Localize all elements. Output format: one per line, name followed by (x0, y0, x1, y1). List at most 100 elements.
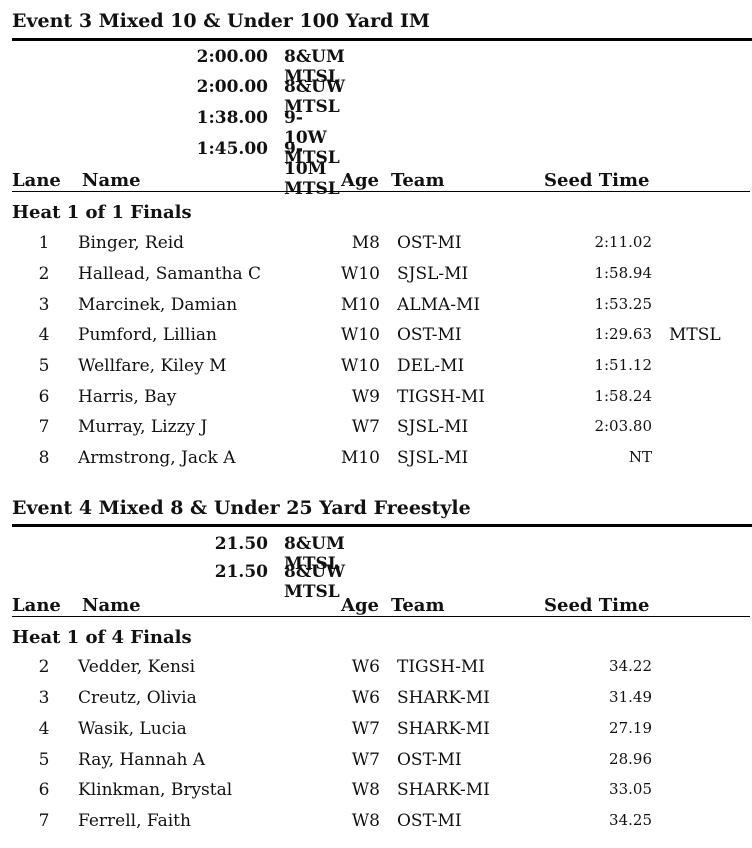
seed-time-cell: 1:53.25 (594, 295, 652, 313)
table-row: 7 Murray, Lizzy J W7 SJSL-MI 2:03.80 (0, 417, 752, 447)
name-cell: Klinkman, Brystal (78, 780, 233, 800)
table-row: 2 Vedder, Kensi W6 TIGSH-MI 34.22 (0, 657, 752, 687)
age-cell: W7 (351, 417, 380, 437)
age-cell: M10 (340, 295, 380, 315)
seed-time-cell: 1:58.94 (594, 264, 652, 282)
name-cell: Hallead, Samantha C (78, 264, 262, 284)
standard-time: 1:45.00 (196, 139, 268, 159)
column-header-age: Age (341, 595, 380, 616)
standard-label: 8&UM MTSL (284, 47, 345, 87)
name-cell: Wasik, Lucia (78, 719, 187, 739)
column-header-team: Team (391, 170, 445, 191)
name-cell: Murray, Lizzy J (78, 417, 208, 437)
team-cell: SHARK-MI (397, 780, 490, 800)
column-header-lane: Lane (12, 595, 61, 616)
event-title: Event 4 Mixed 8 & Under 25 Yard Freestyl… (12, 497, 471, 519)
event-title: Event 3 Mixed 10 & Under 100 Yard IM (12, 10, 430, 32)
team-cell: SJSL-MI (397, 264, 469, 284)
column-header-lane: Lane (12, 170, 61, 191)
lane-cell: 3 (38, 688, 50, 708)
age-cell: W6 (351, 657, 380, 677)
name-cell: Marcinek, Damian (78, 295, 238, 315)
name-cell: Wellfare, Kiley M (78, 356, 227, 376)
column-header-team: Team (391, 595, 445, 616)
standard-label: 9-10M MTSL (284, 139, 340, 199)
name-cell: Creutz, Olivia (78, 688, 197, 708)
seed-time-cell: 2:11.02 (594, 233, 652, 251)
column-header-seed-time: Seed Time (544, 170, 650, 191)
standard-label: 8&UW MTSL (284, 562, 346, 602)
seed-time-cell: 1:51.12 (594, 356, 652, 374)
column-header-age: Age (341, 170, 380, 191)
lane-cell: 3 (38, 295, 50, 315)
team-cell: DEL-MI (397, 356, 465, 376)
age-cell: W7 (351, 719, 380, 739)
event-divider (12, 524, 752, 527)
standard-cell: MTSL (669, 325, 721, 345)
age-cell: M10 (340, 448, 380, 468)
table-row: 1 Binger, Reid M8 OST-MI 2:11.02 (0, 233, 752, 263)
seed-time-cell: 27.19 (609, 719, 652, 737)
standard-time: 2:00.00 (196, 47, 268, 67)
standard-label: 8&UM MTSL (284, 534, 345, 574)
heat-label: Heat 1 of 4 Finals (12, 627, 192, 648)
column-header-seed-time: Seed Time (544, 595, 650, 616)
age-cell: W10 (340, 356, 380, 376)
column-header-name: Name (82, 170, 141, 191)
age-cell: W10 (340, 325, 380, 345)
team-cell: ALMA-MI (397, 295, 481, 315)
seed-time-cell: 34.25 (609, 811, 652, 829)
table-row: 8 Armstrong, Jack A M10 SJSL-MI NT (0, 448, 752, 478)
seed-time-cell: 1:29.63 (594, 325, 652, 343)
standard-label: 9-10W MTSL (284, 108, 340, 168)
name-cell: Ferrell, Faith (78, 811, 191, 831)
seed-time-cell: 28.96 (609, 750, 652, 768)
team-cell: OST-MI (397, 325, 462, 345)
table-row: 4 Pumford, Lillian W10 OST-MI 1:29.63 MT… (0, 325, 752, 355)
table-row: 6 Harris, Bay W9 TIGSH-MI 1:58.24 (0, 387, 752, 417)
standard-time: 2:00.00 (196, 77, 268, 97)
team-cell: TIGSH-MI (397, 657, 485, 677)
team-cell: OST-MI (397, 750, 462, 770)
table-row: 4 Wasik, Lucia W7 SHARK-MI 27.19 (0, 719, 752, 749)
table-row: 3 Marcinek, Damian M10 ALMA-MI 1:53.25 (0, 295, 752, 325)
lane-cell: 7 (38, 417, 50, 437)
lane-cell: 2 (38, 264, 50, 284)
event-divider (12, 38, 752, 41)
seed-time-cell: 33.05 (609, 780, 652, 798)
team-cell: SHARK-MI (397, 688, 490, 708)
seed-time-cell: 34.22 (609, 657, 652, 675)
seed-time-cell: NT (628, 448, 652, 466)
standard-time: 1:38.00 (196, 108, 268, 128)
name-cell: Ray, Hannah A (78, 750, 206, 770)
team-cell: SJSL-MI (397, 417, 469, 437)
lane-cell: 8 (38, 448, 50, 468)
table-row: 2 Hallead, Samantha C W10 SJSL-MI 1:58.9… (0, 264, 752, 294)
seed-time-cell: 1:58.24 (594, 387, 652, 405)
table-row: 5 Wellfare, Kiley M W10 DEL-MI 1:51.12 (0, 356, 752, 386)
age-cell: W8 (351, 811, 380, 831)
table-row: 5 Ray, Hannah A W7 OST-MI 28.96 (0, 750, 752, 780)
seed-time-cell: 31.49 (609, 688, 652, 706)
standard-time: 21.50 (214, 562, 268, 582)
age-cell: W7 (351, 750, 380, 770)
lane-cell: 6 (38, 387, 50, 407)
header-underline (12, 191, 750, 192)
standard-time: 21.50 (214, 534, 268, 554)
lane-cell: 5 (38, 356, 50, 376)
age-cell: W8 (351, 780, 380, 800)
lane-cell: 4 (38, 325, 50, 345)
heat-label: Heat 1 of 1 Finals (12, 202, 192, 223)
table-row: 7 Ferrell, Faith W8 OST-MI 34.25 (0, 811, 752, 841)
team-cell: SJSL-MI (397, 448, 469, 468)
lane-cell: 2 (38, 657, 50, 677)
age-cell: M8 (351, 233, 380, 253)
lane-cell: 5 (38, 750, 50, 770)
lane-cell: 6 (38, 780, 50, 800)
name-cell: Armstrong, Jack A (78, 448, 236, 468)
team-cell: TIGSH-MI (397, 387, 485, 407)
standard-label: 8&UW MTSL (284, 77, 346, 117)
lane-cell: 7 (38, 811, 50, 831)
name-cell: Vedder, Kensi (78, 657, 196, 677)
name-cell: Binger, Reid (78, 233, 185, 253)
